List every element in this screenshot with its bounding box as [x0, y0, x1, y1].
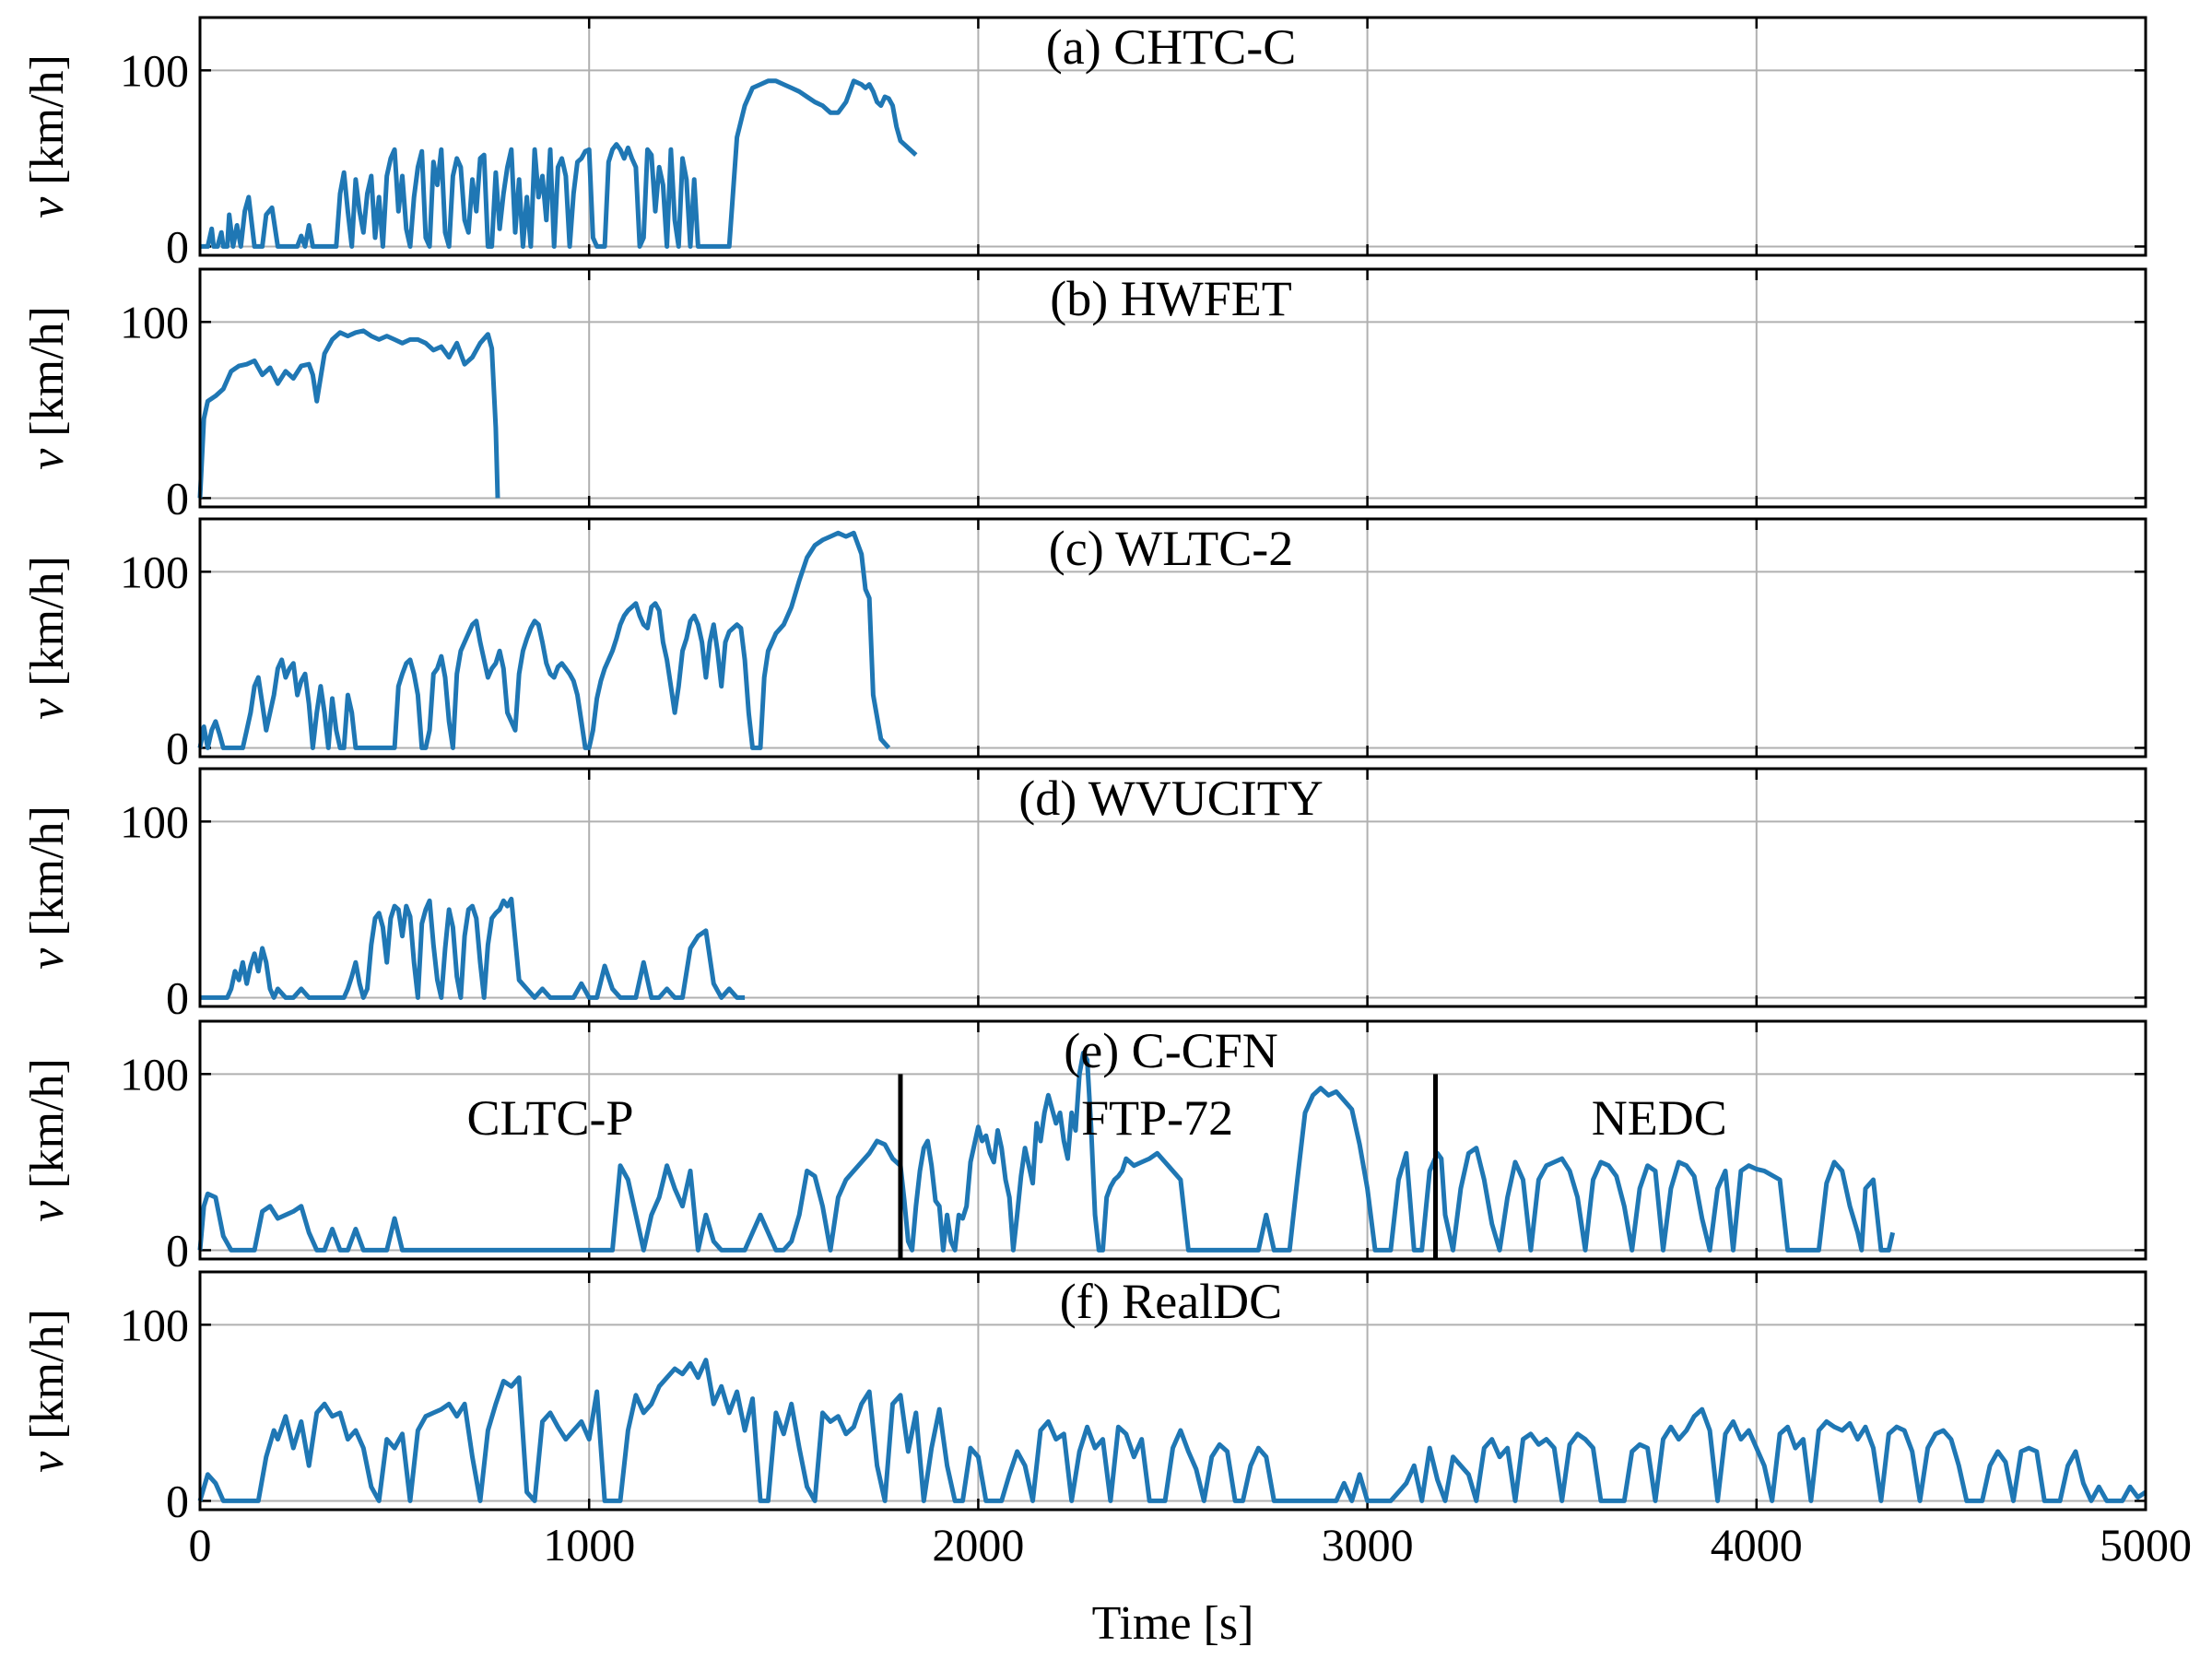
panel-c: 0 100 (c) WLTC-2 v [km/h]: [21, 517, 2147, 773]
y-axis-label-variable: v: [21, 698, 74, 720]
segment-label: NEDC: [1592, 1090, 1727, 1146]
axes-frame: [198, 517, 2147, 759]
x-tick-label: 2000: [932, 1519, 1024, 1571]
panel-a: 0 100 (a) CHTC-C v [km/h]: [21, 16, 2147, 272]
y-tick-label: 0: [166, 220, 189, 272]
y-axis-label-unit: [km/h]: [21, 556, 74, 699]
axes-frame: [198, 1270, 2147, 1512]
y-axis-label: v [km/h]: [21, 1058, 74, 1222]
y-tick-label: 100: [120, 546, 189, 597]
axes-frame: [198, 16, 2147, 257]
x-tick-label: 5000: [2100, 1519, 2192, 1571]
y-axis-label-unit: [km/h]: [21, 54, 74, 197]
axes-frame: [198, 767, 2147, 1008]
y-axis-label-variable: v: [21, 1451, 74, 1473]
y-tick-label: 100: [120, 1299, 189, 1350]
y-tick-label: 100: [120, 44, 189, 96]
panel-title: (d) WVUCITY: [1018, 771, 1323, 826]
segment-label: FTP-72: [1081, 1090, 1233, 1146]
panel-title: (f) RealDC: [1060, 1274, 1282, 1329]
y-axis-label: v [km/h]: [21, 306, 74, 470]
y-tick-label: 100: [120, 296, 189, 347]
y-axis-label-unit: [km/h]: [21, 1309, 74, 1452]
y-axis-label-unit: [km/h]: [21, 306, 74, 449]
panel-title: (c) WLTC-2: [1049, 521, 1293, 576]
y-axis-label: v [km/h]: [21, 556, 74, 720]
y-tick-label: 100: [120, 1048, 189, 1100]
chart-panels: 0 100 (a) CHTC-C v [km/h] 0 100 (b) HWFET v [km…: [21, 16, 2192, 1571]
y-axis-label-variable: v: [21, 448, 74, 470]
series-line: [197, 1050, 1896, 1253]
x-tick-label: 1000: [543, 1519, 635, 1571]
y-axis-label: v [km/h]: [21, 54, 74, 218]
x-tick-label: 4000: [1711, 1519, 1803, 1571]
y-tick-label: 0: [166, 472, 189, 524]
panel-d: 0 100 (d) WVUCITY v [km/h]: [21, 767, 2147, 1023]
y-axis-label-variable: v: [21, 196, 74, 218]
y-axis-label-unit: [km/h]: [21, 806, 74, 948]
y-axis-label: v [km/h]: [21, 806, 74, 970]
y-tick-label: 0: [166, 1475, 189, 1526]
y-axis-label-variable: v: [21, 1200, 74, 1222]
y-tick-label: 0: [166, 1224, 189, 1276]
segment-label: CLTC-P: [466, 1090, 633, 1146]
series-line: [200, 78, 918, 249]
panel-e: 0 100 CLTC-P FTP-72 NEDC (e) C-CFN v [km/h]: [21, 1019, 2147, 1276]
y-tick-label: 0: [166, 971, 189, 1023]
x-tick-label: 0: [189, 1519, 212, 1571]
series-line: [197, 530, 891, 750]
y-tick-label: 100: [120, 795, 189, 847]
axes-frame: [198, 267, 2147, 509]
x-tick-label: 3000: [1322, 1519, 1414, 1571]
panel-b: 0 100 (b) HWFET v [km/h]: [21, 267, 2147, 524]
y-axis-label: v [km/h]: [21, 1309, 74, 1473]
panel-title: (e) C-CFN: [1064, 1023, 1277, 1078]
axes-frame: [198, 1019, 2147, 1261]
series-line: [197, 328, 500, 499]
panel-f: 0 100 (f) RealDC v [km/h] 0 1000 2000 3000 4000 5…: [21, 1270, 2192, 1571]
panel-title: (b) HWFET: [1050, 271, 1291, 326]
x-axis-label: Time [s]: [1092, 1597, 1254, 1650]
y-tick-label: 0: [166, 722, 189, 773]
series-line: [200, 896, 746, 1000]
series-line: [197, 1358, 2147, 1503]
y-axis-label-unit: [km/h]: [21, 1058, 74, 1201]
y-axis-label-variable: v: [21, 947, 74, 970]
panel-title: (a) CHTC-C: [1046, 19, 1296, 75]
